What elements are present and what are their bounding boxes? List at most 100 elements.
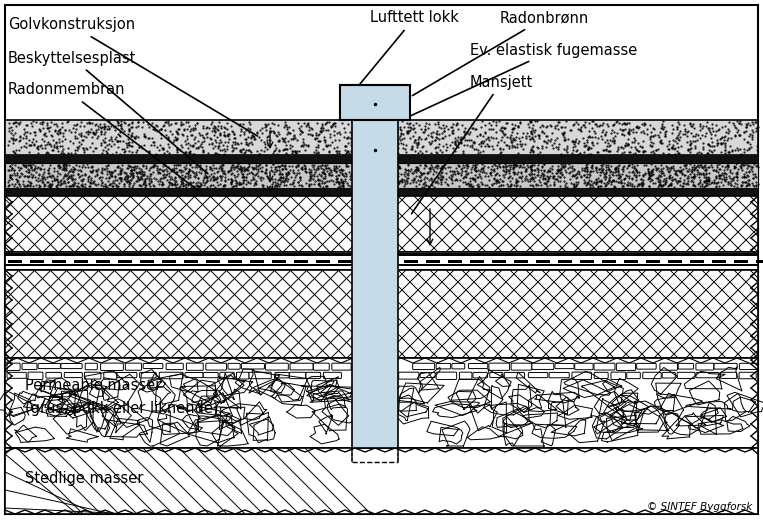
Point <box>266 175 278 183</box>
Point <box>4 173 16 182</box>
Point <box>409 147 421 155</box>
Point <box>662 145 674 154</box>
FancyBboxPatch shape <box>28 372 43 379</box>
Point <box>645 171 658 179</box>
Point <box>675 167 687 176</box>
Point <box>316 179 328 187</box>
Point <box>314 170 327 179</box>
Point <box>576 166 588 174</box>
Point <box>60 179 72 188</box>
Point <box>671 177 684 185</box>
Point <box>323 170 335 178</box>
Point <box>612 170 624 179</box>
Point <box>28 140 40 148</box>
Point <box>144 181 156 190</box>
Point <box>18 125 31 133</box>
Point <box>649 146 662 154</box>
Point <box>605 178 617 187</box>
Point <box>18 182 30 190</box>
Point <box>708 166 720 174</box>
Point <box>126 117 138 126</box>
Point <box>219 132 231 140</box>
Point <box>422 130 434 139</box>
Point <box>170 135 182 143</box>
Point <box>20 167 32 175</box>
Point <box>398 170 410 178</box>
Point <box>13 166 25 174</box>
Point <box>43 140 56 148</box>
Point <box>47 146 60 154</box>
Point <box>111 137 123 145</box>
Point <box>710 173 722 181</box>
Point <box>42 178 54 187</box>
Point <box>288 132 301 140</box>
Point <box>401 174 414 182</box>
Point <box>489 160 501 169</box>
Point <box>319 177 331 185</box>
Point <box>433 135 446 144</box>
Point <box>144 164 156 172</box>
Point <box>385 179 398 187</box>
Point <box>286 178 298 186</box>
Point <box>384 133 396 141</box>
Point <box>329 165 341 173</box>
Point <box>686 165 698 173</box>
Point <box>259 126 272 134</box>
Point <box>398 182 410 190</box>
Point <box>39 140 51 149</box>
Point <box>526 134 538 143</box>
Point <box>665 179 677 188</box>
Point <box>98 123 110 132</box>
Point <box>200 162 212 170</box>
Point <box>457 161 469 169</box>
Point <box>13 119 25 128</box>
Point <box>404 124 417 133</box>
Point <box>75 181 87 189</box>
Point <box>723 174 736 182</box>
Point <box>197 146 209 155</box>
Point <box>331 148 343 157</box>
Point <box>299 163 311 172</box>
Point <box>92 132 105 140</box>
Point <box>356 134 368 142</box>
Point <box>177 131 189 139</box>
Point <box>130 123 142 131</box>
Point <box>619 119 631 128</box>
Point <box>213 139 225 147</box>
Point <box>76 176 88 184</box>
Point <box>616 165 628 173</box>
Point <box>389 174 401 182</box>
Point <box>166 175 178 183</box>
Point <box>15 169 27 178</box>
Point <box>32 141 44 150</box>
Point <box>8 148 21 156</box>
Point <box>485 180 497 189</box>
Point <box>297 142 309 150</box>
Point <box>177 181 189 189</box>
Point <box>685 139 697 148</box>
Point <box>65 128 77 136</box>
Point <box>419 125 431 134</box>
Point <box>456 149 468 158</box>
Point <box>663 172 675 181</box>
Point <box>317 182 330 191</box>
Point <box>8 119 20 127</box>
Point <box>356 169 368 178</box>
Point <box>440 122 452 130</box>
Point <box>373 179 385 188</box>
Point <box>115 119 127 128</box>
Point <box>218 127 230 136</box>
Point <box>368 180 380 188</box>
Point <box>436 129 448 137</box>
Point <box>375 172 387 180</box>
Point <box>235 148 247 156</box>
Point <box>223 130 235 139</box>
Point <box>388 170 400 178</box>
Point <box>43 160 56 169</box>
FancyBboxPatch shape <box>636 363 656 369</box>
Point <box>718 168 730 177</box>
Point <box>179 180 192 188</box>
Point <box>180 147 192 156</box>
FancyBboxPatch shape <box>572 372 591 379</box>
Point <box>210 175 222 183</box>
